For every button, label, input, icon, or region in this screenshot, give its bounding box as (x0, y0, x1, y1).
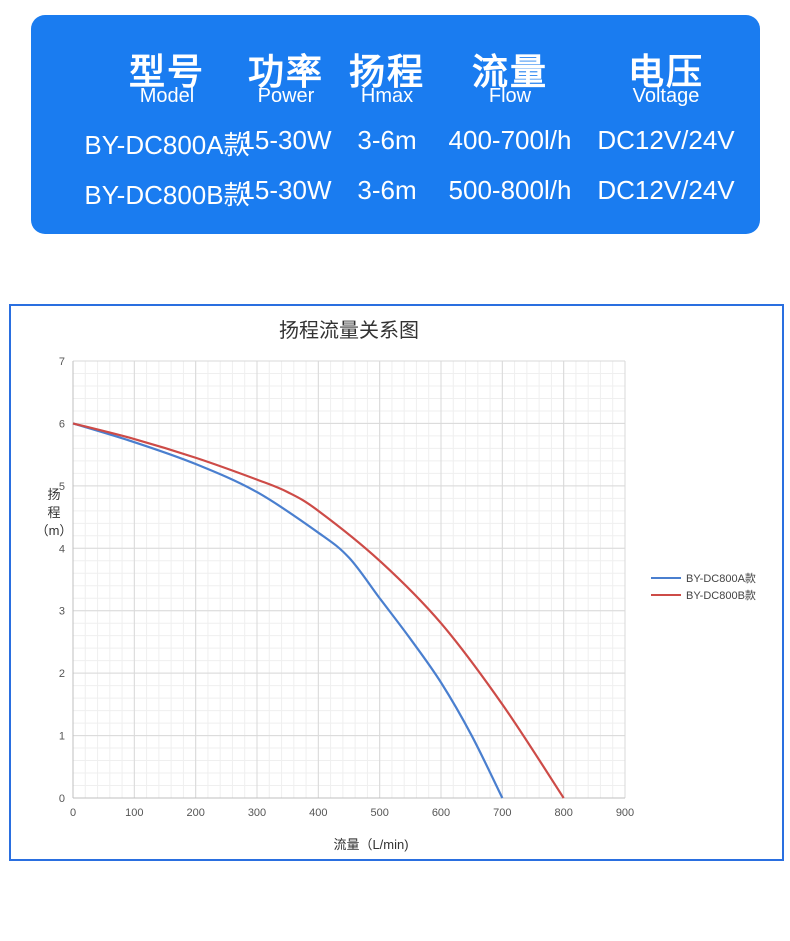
column-header-zh: 电压 (627, 51, 704, 92)
series-line-b (72, 422, 565, 799)
column-header-zh: 型号 (128, 51, 205, 92)
x-tick-label: 0 (70, 807, 76, 819)
y-tick-label: 5 (59, 481, 65, 493)
legend-item-b: BY-DC800B款 (651, 586, 756, 603)
spec-cell: 400-700l/h (448, 125, 572, 155)
x-tick-label: 500 (370, 807, 388, 819)
x-tick-label: 100 (125, 807, 143, 819)
column-header-en: Flow (488, 85, 532, 107)
spec-cell: 500-800l/h (448, 175, 572, 205)
column-header-en: Power (257, 85, 315, 107)
line-chart: 0 100 200 300 400 500 600 700 800 900 0 1 2 3 4 5 6 7 (59, 356, 634, 819)
y-tick-label: 7 (59, 356, 65, 368)
spec-cell: 15-30W (240, 175, 332, 205)
spec-table: 型号 Model BY-DC800A款 BY-DC800B款 功率 Power … (31, 15, 760, 234)
y-tick-label: 4 (59, 543, 65, 555)
y-tick-label: 2 (59, 668, 65, 680)
chart-legend: BY-DC800A款 BY-DC800B款 (651, 569, 756, 603)
column-header-zh: 扬程 (348, 51, 425, 92)
column-header-en: Hmax (360, 85, 414, 107)
column-header-en: Voltage (632, 85, 700, 107)
x-tick-label: 700 (493, 807, 511, 819)
spec-cell: 15-30W (240, 125, 332, 155)
spec-cell: 3-6m (357, 175, 417, 205)
column-header-en: Model (139, 85, 195, 107)
legend-item-a: BY-DC800A款 (651, 569, 756, 586)
spec-cell: 3-6m (357, 125, 417, 155)
x-tick-label: 300 (248, 807, 266, 819)
x-axis-label: 流量（L/min) (333, 837, 409, 852)
x-tick-label: 600 (432, 807, 450, 819)
x-tick-label: 200 (186, 807, 204, 819)
column-header-zh: 功率 (247, 51, 324, 92)
spec-cell: BY-DC800B款 (84, 180, 250, 210)
x-tick-label: 900 (616, 807, 634, 819)
chart-title: 扬程流量关系图 (279, 320, 419, 342)
column-header-zh: 流量 (471, 51, 548, 92)
y-tick-label: 0 (59, 793, 65, 805)
x-tick-label: 400 (309, 807, 327, 819)
y-tick-label: 1 (59, 731, 65, 743)
y-axis-label: 扬 程 （m） (29, 486, 79, 540)
spec-cell: BY-DC800A款 (84, 130, 250, 160)
y-tick-label: 3 (59, 606, 65, 618)
y-tick-label: 6 (59, 418, 65, 430)
y-axis-label-char: 程 (47, 505, 61, 520)
spec-cell: DC12V/24V (597, 175, 735, 205)
y-axis-label-char: 扬 (47, 487, 61, 502)
y-axis-label-char: （m） (35, 523, 73, 538)
legend-label: BY-DC800B款 (686, 589, 756, 602)
legend-swatch (651, 593, 681, 596)
series-line-a (72, 422, 504, 799)
spec-cell: DC12V/24V (597, 125, 735, 155)
legend-swatch (651, 576, 681, 579)
x-tick-label: 800 (554, 807, 572, 819)
legend-label: BY-DC800A款 (686, 572, 756, 585)
chart-frame: 扬程流量关系图 0 100 200 300 400 500 600 700 800 900 0 1 2 3… (9, 304, 784, 861)
